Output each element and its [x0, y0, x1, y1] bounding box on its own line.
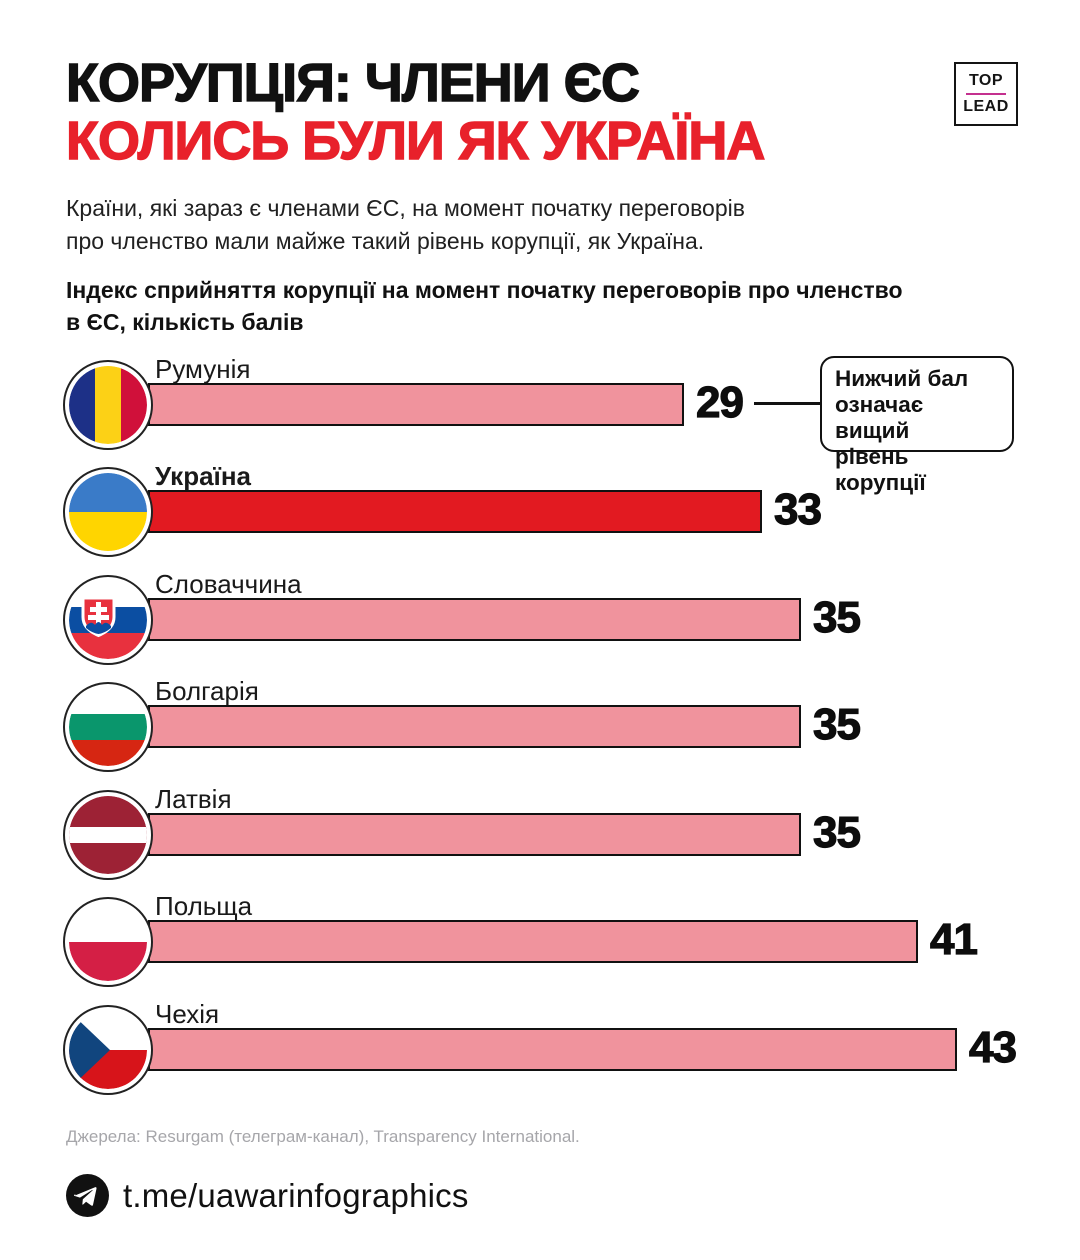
telegram-channel-text[interactable]: t.me/uawarinfographics: [123, 1176, 469, 1214]
chart-row-poland: Польща 41: [63, 891, 1073, 1005]
chart-row-latvia: Латвія 35: [63, 784, 1073, 898]
page-title-red: КОЛИСЬ БУЛИ ЯК УКРАЇНА: [65, 111, 766, 171]
bar-bulgaria: [148, 705, 801, 748]
logo-top-text: TOP: [968, 72, 1004, 89]
bar-value: 43: [968, 1023, 1017, 1072]
chart-heading-line1: Індекс сприйняття корупції на момент поч…: [66, 277, 903, 303]
annotation-line1: Нижчий бал: [835, 366, 969, 391]
slovakia-flag-icon: [63, 575, 153, 665]
chart-heading-line2: в ЄС, кількість балів: [66, 309, 304, 335]
bar-romania: [148, 383, 684, 426]
poland-flag-icon: [63, 897, 153, 987]
bar-poland: [148, 920, 918, 963]
bar-value: 35: [812, 700, 861, 749]
country-label: Польща: [155, 891, 253, 921]
latvia-flag-icon: [63, 790, 153, 880]
chart-row-ukraine: Україна 33: [63, 461, 1073, 575]
top-lead-logo: TOP LEAD: [954, 62, 1018, 126]
bar-value: 35: [812, 593, 861, 642]
czechia-flag-icon: [63, 1005, 153, 1095]
logo-bottom-text: LEAD: [963, 98, 1009, 115]
bulgaria-flag-icon: [63, 682, 153, 772]
annotation-note: Нижчий бал означає вищий рівень корупції: [820, 356, 1014, 495]
romania-flag-icon: [63, 360, 153, 450]
annotation-connector-line: [754, 402, 820, 405]
country-label: Болгарія: [155, 676, 259, 706]
subtitle-line1: Країни, які зараз є членами ЄС, на момен…: [66, 195, 745, 221]
bar-value: 41: [929, 915, 978, 964]
chart-row-slovakia: Словаччина 35: [63, 569, 1073, 683]
chart-heading: Індекс сприйняття корупції на момент поч…: [66, 274, 903, 338]
ukraine-flag-icon: [63, 467, 153, 557]
country-label: Румунія: [155, 354, 251, 384]
telegram-channel-link[interactable]: t.me/uawarinfographics: [66, 1174, 469, 1217]
source-note: Джерела: Resurgam (телеграм-канал), Tran…: [66, 1127, 580, 1146]
annotation-line3: рівень корупції: [835, 444, 926, 495]
subtitle-line2: про членство мали майже такий рівень кор…: [66, 228, 705, 254]
country-label: Україна: [155, 461, 252, 491]
annotation-line2: означає вищий: [835, 392, 924, 443]
chart-row-bulgaria: Болгарія 35: [63, 676, 1073, 790]
bar-value: 29: [695, 378, 744, 427]
bar-ukraine: [148, 490, 762, 533]
bar-slovakia: [148, 598, 801, 641]
chart-row-romania: Румунія 29: [63, 354, 1073, 468]
bar-value: 35: [812, 808, 861, 857]
page-title: КОРУПЦІЯ: ЧЛЕНИ ЄС КОЛИСЬ БУЛИ ЯК УКРАЇН…: [65, 53, 766, 171]
telegram-icon[interactable]: [66, 1174, 109, 1217]
page-title-black: КОРУПЦІЯ: ЧЛЕНИ ЄС: [65, 53, 640, 113]
chart-row-czechia: Чехія 43: [63, 999, 1073, 1113]
subtitle: Країни, які зараз є членами ЄС, на момен…: [66, 192, 745, 258]
logo-divider: [966, 93, 1006, 95]
bar-latvia: [148, 813, 801, 856]
bar-value: 33: [773, 485, 822, 534]
country-label: Латвія: [155, 784, 232, 814]
country-label: Чехія: [155, 999, 220, 1029]
bar-czechia: [148, 1028, 957, 1071]
country-label: Словаччина: [155, 569, 302, 599]
